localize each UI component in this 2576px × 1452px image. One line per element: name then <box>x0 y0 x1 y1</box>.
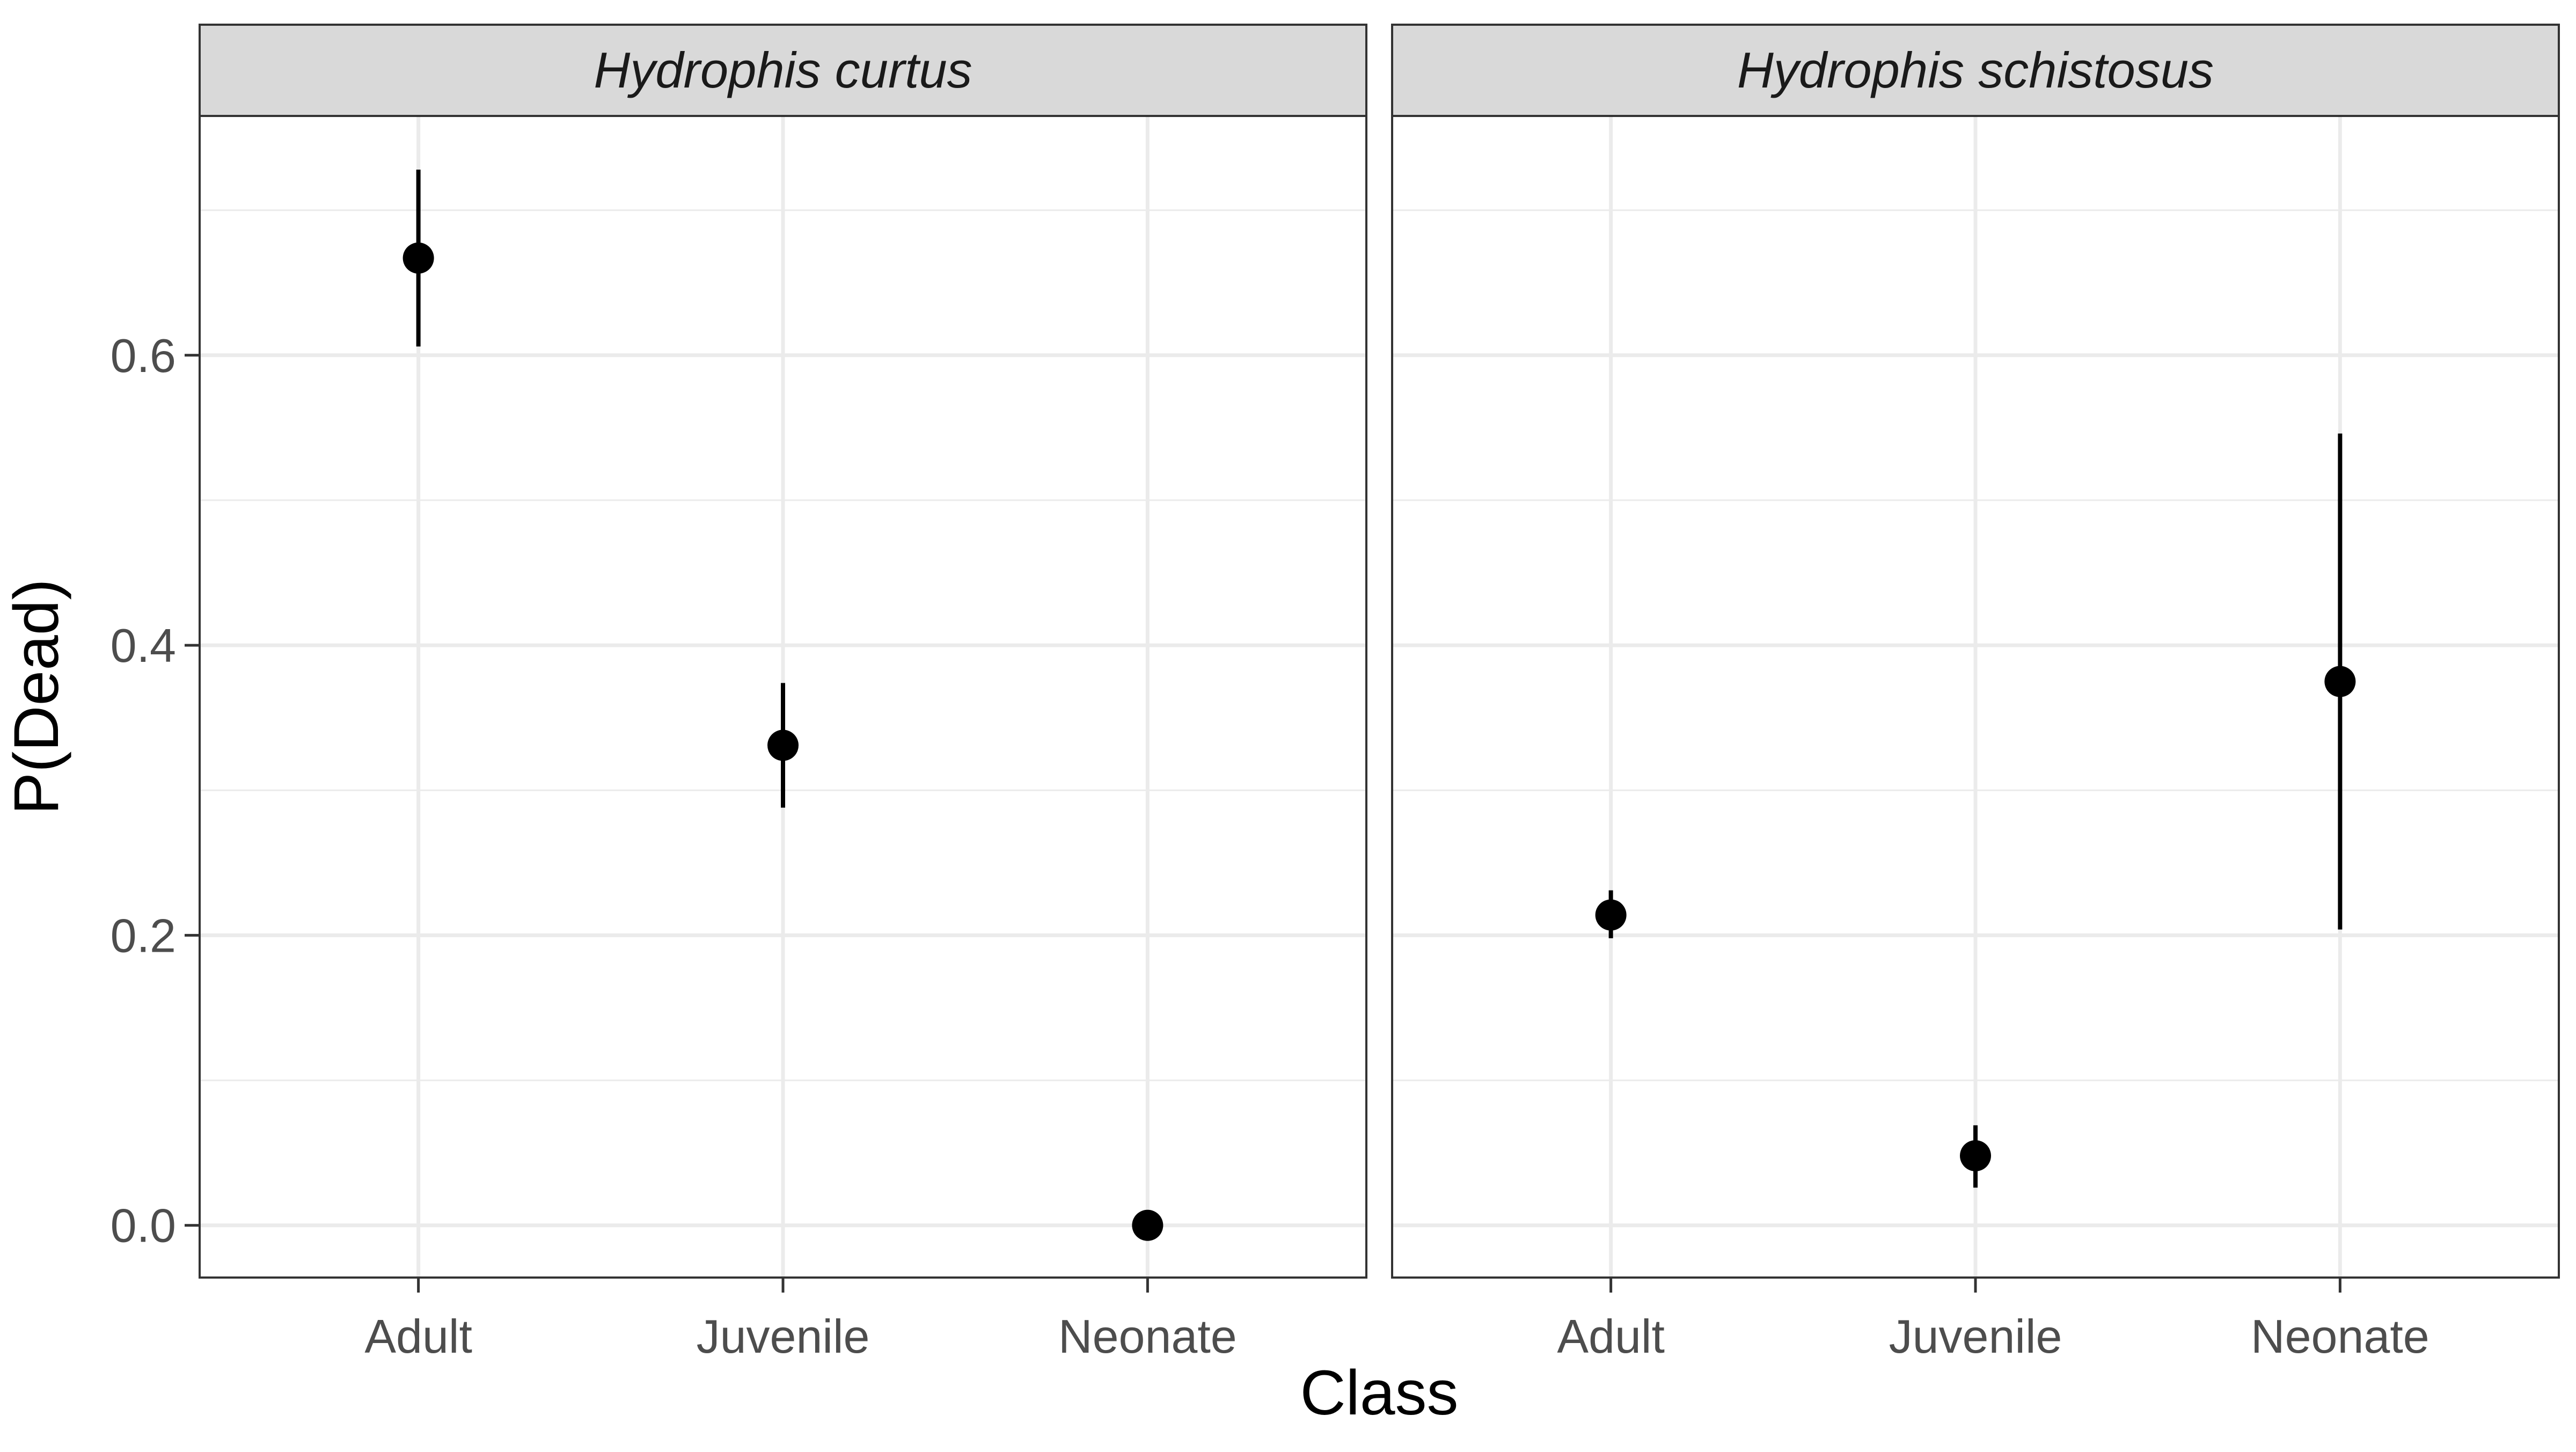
y-tick-label-0: 0.0 <box>111 1199 176 1252</box>
x-tick-label-0-2: Neonate <box>1058 1310 1237 1363</box>
data-point-1-0 <box>1595 899 1627 931</box>
data-point-1-2 <box>2324 666 2356 697</box>
y-tick-label-2: 0.4 <box>111 619 176 672</box>
data-point-0-2 <box>1132 1209 1163 1241</box>
data-point-1-1 <box>1960 1140 1991 1172</box>
data-point-0-1 <box>767 729 799 761</box>
y-tick-label-3: 0.6 <box>111 329 176 382</box>
data-point-0-0 <box>402 242 434 274</box>
strip-header-1 <box>1391 24 2560 117</box>
strip-title-0: Hydrophis curtus <box>594 42 972 98</box>
strip-header-0 <box>199 24 1367 117</box>
x-tick-label-0-1: Juvenile <box>697 1310 870 1363</box>
x-tick-label-1-2: Neonate <box>2251 1310 2429 1363</box>
x-tick-label-1-0: Adult <box>1557 1310 1665 1363</box>
x-axis-title: Class <box>1300 1358 1458 1428</box>
y-axis-title: P(Dead) <box>1 579 72 814</box>
y-tick-label-1: 0.2 <box>111 909 176 962</box>
strip-title-1: Hydrophis schistosus <box>1737 42 2214 98</box>
x-tick-label-1-1: Juvenile <box>1889 1310 2062 1363</box>
x-tick-label-0-0: Adult <box>364 1310 472 1363</box>
